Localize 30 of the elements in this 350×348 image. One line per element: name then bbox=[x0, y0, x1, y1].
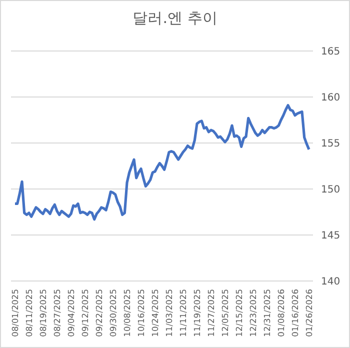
x-tick-label: 12/23/2025 bbox=[248, 289, 258, 337]
x-tick-label: 10/16/2025 bbox=[136, 289, 146, 337]
x-tick-label: 12/15/2025 bbox=[234, 289, 244, 337]
x-tick-label: 12/31/2025 bbox=[262, 289, 272, 337]
x-tick-label: 09/12/2025 bbox=[80, 289, 90, 337]
x-tick-label: 01/26/2026 bbox=[304, 289, 314, 337]
x-tick-label: 09/22/2025 bbox=[94, 289, 104, 337]
x-tick-label: 11/03/2025 bbox=[164, 289, 174, 337]
x-tick-label: 10/08/2025 bbox=[122, 289, 132, 337]
y-tick-label: 140 bbox=[321, 276, 340, 288]
x-tick-label: 08/19/2025 bbox=[38, 289, 48, 337]
x-tick-label: 08/01/2025 bbox=[10, 289, 20, 337]
y-tick-label: 150 bbox=[321, 184, 340, 196]
x-tick-label: 10/24/2025 bbox=[150, 289, 160, 337]
chart-title: 달러.엔 추이 bbox=[132, 9, 218, 28]
x-tick-label: 01/16/2026 bbox=[290, 289, 300, 337]
x-tick-label: 09/30/2025 bbox=[108, 289, 118, 337]
y-tick-label: 165 bbox=[321, 46, 340, 58]
x-tick-label: 11/19/2025 bbox=[192, 289, 202, 337]
x-tick-label: 08/11/2025 bbox=[24, 289, 34, 337]
x-tick-label: 11/11/2025 bbox=[178, 289, 188, 337]
line-series bbox=[14, 104, 310, 221]
x-tick-label: 01/08/2026 bbox=[276, 289, 286, 337]
x-tick-label: 11/27/2025 bbox=[206, 289, 216, 337]
y-tick-label: 155 bbox=[321, 138, 340, 150]
x-tick-label: 12/05/2025 bbox=[220, 289, 230, 337]
x-tick-label: 09/04/2025 bbox=[66, 289, 76, 337]
y-tick-label: 145 bbox=[321, 230, 340, 242]
x-tick-label: 08/27/2025 bbox=[52, 289, 62, 337]
y-tick-label: 160 bbox=[321, 92, 340, 104]
